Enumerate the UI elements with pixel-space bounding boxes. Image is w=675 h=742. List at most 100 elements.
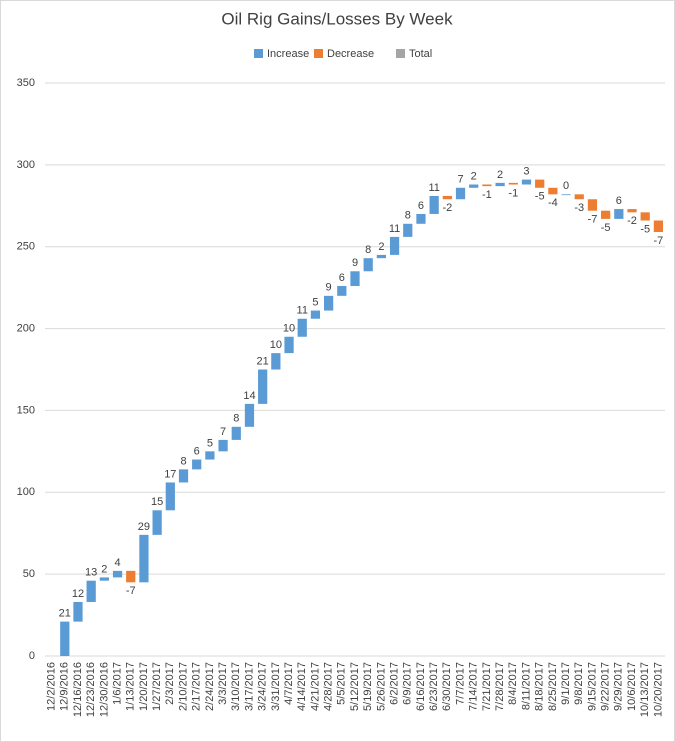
x-tick-label: 1/20/2017	[138, 662, 150, 711]
data-label: 21	[59, 608, 71, 620]
y-tick-label: 0	[29, 650, 35, 662]
bar	[376, 254, 386, 259]
x-tick-label: 6/9/2017	[402, 662, 414, 705]
bar	[508, 182, 518, 185]
bar	[165, 482, 175, 511]
y-tick-label: 350	[17, 77, 35, 89]
x-tick-label: 6/23/2017	[428, 662, 440, 711]
bar	[284, 336, 294, 354]
bar	[99, 577, 109, 581]
x-tick-label: 12/16/2016	[72, 662, 84, 717]
bar	[521, 179, 532, 185]
data-label: 13	[85, 567, 97, 579]
x-tick-label: 5/5/2017	[336, 662, 348, 705]
x-tick-label: 2/10/2017	[177, 662, 189, 711]
legend-swatch	[254, 49, 263, 58]
y-tick-label: 300	[17, 159, 35, 171]
bar	[469, 184, 479, 188]
data-label: 12	[72, 588, 84, 600]
data-label: 21	[257, 355, 269, 367]
x-tick-label: 1/6/2017	[111, 662, 123, 705]
x-tick-label: 3/24/2017	[257, 662, 269, 711]
data-label: 2	[471, 170, 477, 182]
bar	[350, 271, 360, 287]
y-tick-label: 200	[17, 322, 35, 334]
bar	[86, 580, 96, 602]
bar	[587, 199, 598, 211]
x-tick-label: 5/26/2017	[375, 662, 387, 711]
data-label: 7	[457, 174, 463, 186]
bar	[178, 469, 189, 483]
x-tick-label: 8/11/2017	[520, 662, 532, 710]
x-tick-label: 8/25/2017	[547, 662, 559, 711]
bar	[310, 310, 321, 319]
bar	[482, 184, 492, 187]
data-label: 6	[616, 195, 622, 207]
x-tick-label: 5/12/2017	[349, 662, 361, 711]
y-tick-label: 50	[23, 568, 35, 580]
bar	[126, 570, 136, 583]
bar	[244, 403, 255, 427]
x-tick-label: 7/28/2017	[494, 662, 506, 711]
bar	[271, 353, 281, 370]
data-label: 11	[389, 223, 400, 235]
data-label: 10	[270, 339, 282, 351]
data-label: -5	[535, 191, 545, 203]
bar	[73, 601, 83, 622]
x-tick-label: 9/22/2017	[600, 662, 612, 711]
x-tick-label: 12/30/2016	[98, 662, 110, 717]
data-label: 15	[151, 496, 163, 508]
bar	[442, 195, 452, 200]
bar	[495, 182, 505, 187]
legend-label: Increase	[267, 48, 309, 60]
x-tick-label: 10/6/2017	[626, 662, 638, 711]
bar	[363, 258, 373, 272]
bar	[403, 223, 413, 237]
bar	[455, 187, 466, 200]
x-tick-label: 12/23/2016	[85, 662, 97, 717]
data-label: -7	[126, 585, 136, 597]
data-label: -4	[548, 197, 558, 209]
data-label: 17	[164, 468, 176, 480]
x-tick-label: 6/2/2017	[388, 662, 400, 705]
x-tick-label: 4/14/2017	[296, 662, 308, 711]
x-tick-label: 10/20/2017	[652, 662, 664, 717]
data-label: 10	[283, 323, 295, 335]
y-tick-label: 100	[17, 486, 35, 498]
y-tick-label: 150	[17, 404, 35, 416]
bar	[653, 220, 664, 232]
bar	[337, 286, 347, 296]
data-label: 6	[339, 272, 345, 284]
bar	[112, 570, 123, 578]
x-tick-label: 9/1/2017	[560, 662, 572, 705]
bar	[231, 426, 241, 440]
bar	[205, 451, 215, 460]
bar	[297, 318, 307, 337]
data-label: 9	[352, 257, 358, 269]
legend-swatch	[314, 49, 323, 58]
data-label: -2	[627, 215, 637, 227]
data-label: -1	[508, 187, 518, 199]
x-tick-label: 4/7/2017	[283, 662, 295, 705]
bar	[548, 187, 558, 195]
bar	[640, 212, 650, 221]
bar	[60, 621, 70, 656]
x-tick-label: 7/7/2017	[454, 662, 466, 705]
legend-label: Total	[409, 48, 432, 60]
data-label: 5	[312, 296, 318, 308]
data-label: 8	[365, 244, 371, 256]
data-label: 11	[297, 305, 308, 317]
x-tick-label: 3/17/2017	[243, 662, 255, 711]
x-tick-label: 6/16/2017	[415, 662, 427, 711]
chart-title: Oil Rig Gains/Losses By Week	[221, 9, 453, 28]
x-tick-label: 10/13/2017	[639, 662, 651, 717]
bar	[324, 295, 334, 311]
bar	[258, 369, 268, 404]
data-label: 6	[194, 445, 200, 457]
bar	[192, 459, 202, 470]
data-label: 0	[563, 180, 569, 192]
data-label: -5	[601, 222, 611, 234]
x-tick-label: 5/19/2017	[362, 662, 374, 711]
data-label: 11	[428, 182, 439, 194]
